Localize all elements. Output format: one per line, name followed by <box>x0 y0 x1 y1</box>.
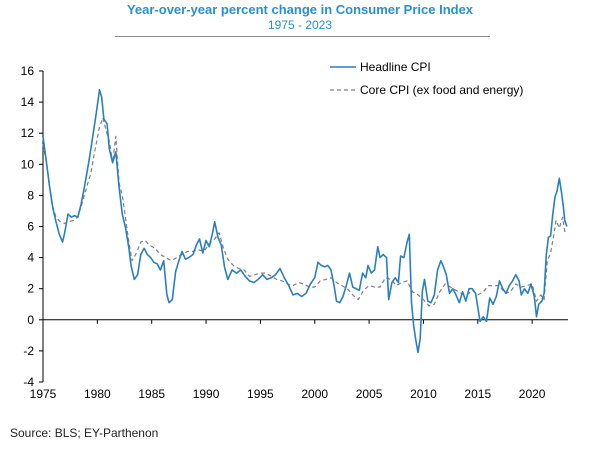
legend-label-headline: Headline CPI <box>360 60 431 74</box>
x-tick-label: 2010 <box>410 387 437 401</box>
x-tick-label: 2005 <box>356 387 383 401</box>
x-tick-label: 2000 <box>301 387 328 401</box>
chart-subtitle: 1975 - 2023 <box>267 18 333 32</box>
y-tick-label: 4 <box>27 251 34 265</box>
y-tick-label: 12 <box>21 126 35 140</box>
legend: Headline CPI Core CPI (ex food and energy… <box>330 60 523 97</box>
core-cpi-line <box>42 117 568 307</box>
headline-cpi-line <box>42 88 568 354</box>
y-tick-label: 14 <box>21 95 35 109</box>
x-tick-label: 2015 <box>464 387 491 401</box>
source-note: Source: BLS; EY-Parthenon <box>10 426 159 440</box>
legend-label-core: Core CPI (ex food and energy) <box>360 83 523 97</box>
y-tick-label: 2 <box>27 282 34 296</box>
y-tick-label: 8 <box>27 188 34 202</box>
y-tick-label: -2 <box>23 344 34 358</box>
x-tick-label: 1980 <box>84 387 111 401</box>
title-divider <box>115 36 490 37</box>
y-tick-label: -4 <box>23 375 34 389</box>
y-tick-label: 16 <box>21 64 35 78</box>
y-tick-label: 6 <box>27 220 34 234</box>
x-tick-label: 1985 <box>138 387 165 401</box>
x-tick-label: 1995 <box>247 387 274 401</box>
x-tick-label: 1990 <box>193 387 220 401</box>
x-tick-label: 2020 <box>519 387 546 401</box>
x-tick-label: 1975 <box>30 387 57 401</box>
y-tick-label: 10 <box>21 157 35 171</box>
chart-title: Year-over-year percent change in Consume… <box>126 2 474 17</box>
series-group <box>42 88 568 354</box>
y-tick-label: 0 <box>27 313 34 327</box>
axes-group: -4 -2 0 2 4 6 8 10 12 14 16 1975 1980 1985 1990 1995 200… <box>21 64 568 401</box>
